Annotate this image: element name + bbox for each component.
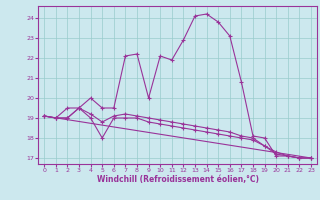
X-axis label: Windchill (Refroidissement éolien,°C): Windchill (Refroidissement éolien,°C): [97, 175, 259, 184]
